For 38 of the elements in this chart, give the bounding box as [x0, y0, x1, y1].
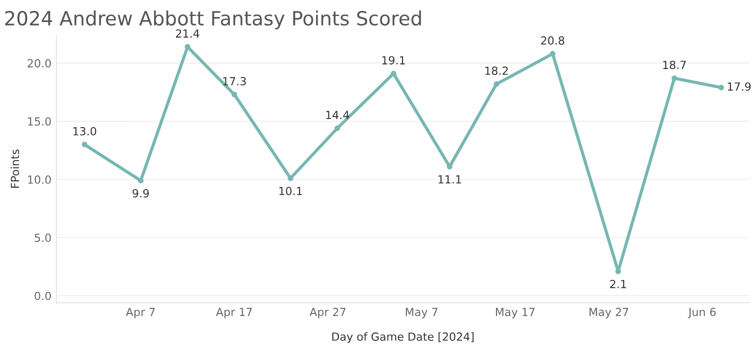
data-label: 21.4 — [176, 29, 200, 38]
point — [672, 75, 678, 82]
y-axis-title: FPoints — [10, 150, 20, 188]
data-label: 9.9 — [132, 189, 149, 198]
data-label: 20.8 — [541, 36, 564, 45]
data-label: 19.1 — [382, 56, 405, 64]
point — [82, 142, 88, 148]
point — [334, 125, 340, 132]
data-label: 10.1 — [279, 186, 302, 196]
chart-title: 2024 Andrew Abbott Fantasy Points Scored — [5, 10, 421, 30]
data-label: 2.1 — [610, 280, 626, 288]
point — [232, 92, 238, 98]
y-tick-label: 15.0 — [28, 117, 51, 126]
x-tick-label: Apr 7 — [126, 308, 155, 318]
data-label: 18.7 — [663, 60, 686, 70]
point — [390, 70, 396, 76]
data-label: 17.9 — [728, 82, 751, 91]
point — [550, 51, 556, 57]
data-label: 14.4 — [326, 110, 350, 119]
x-axis-title: Day of Game Date [2024] — [332, 332, 474, 343]
data-label: 18.2 — [485, 66, 508, 75]
data-label: 17.3 — [223, 77, 246, 86]
data-label: 13.0 — [73, 127, 96, 136]
x-tick-label: May 27 — [590, 308, 628, 318]
x-tick-label: Jun 6 — [688, 308, 716, 318]
y-tick-label: 10.0 — [28, 175, 51, 184]
y-tick-label: 0.0 — [34, 292, 51, 300]
point — [288, 175, 294, 182]
x-tick-label: Apr 27 — [310, 308, 346, 318]
y-tick-label: 5.0 — [34, 234, 51, 242]
point — [138, 178, 144, 184]
x-tick-label: May 7 — [406, 308, 438, 318]
x-tick-label: Apr 17 — [216, 308, 252, 318]
point — [718, 84, 724, 90]
data-label: 11.1 — [438, 175, 462, 184]
point — [494, 81, 500, 87]
x-tick-label: May 17 — [496, 308, 535, 318]
y-tick-label: 20.0 — [28, 59, 51, 68]
